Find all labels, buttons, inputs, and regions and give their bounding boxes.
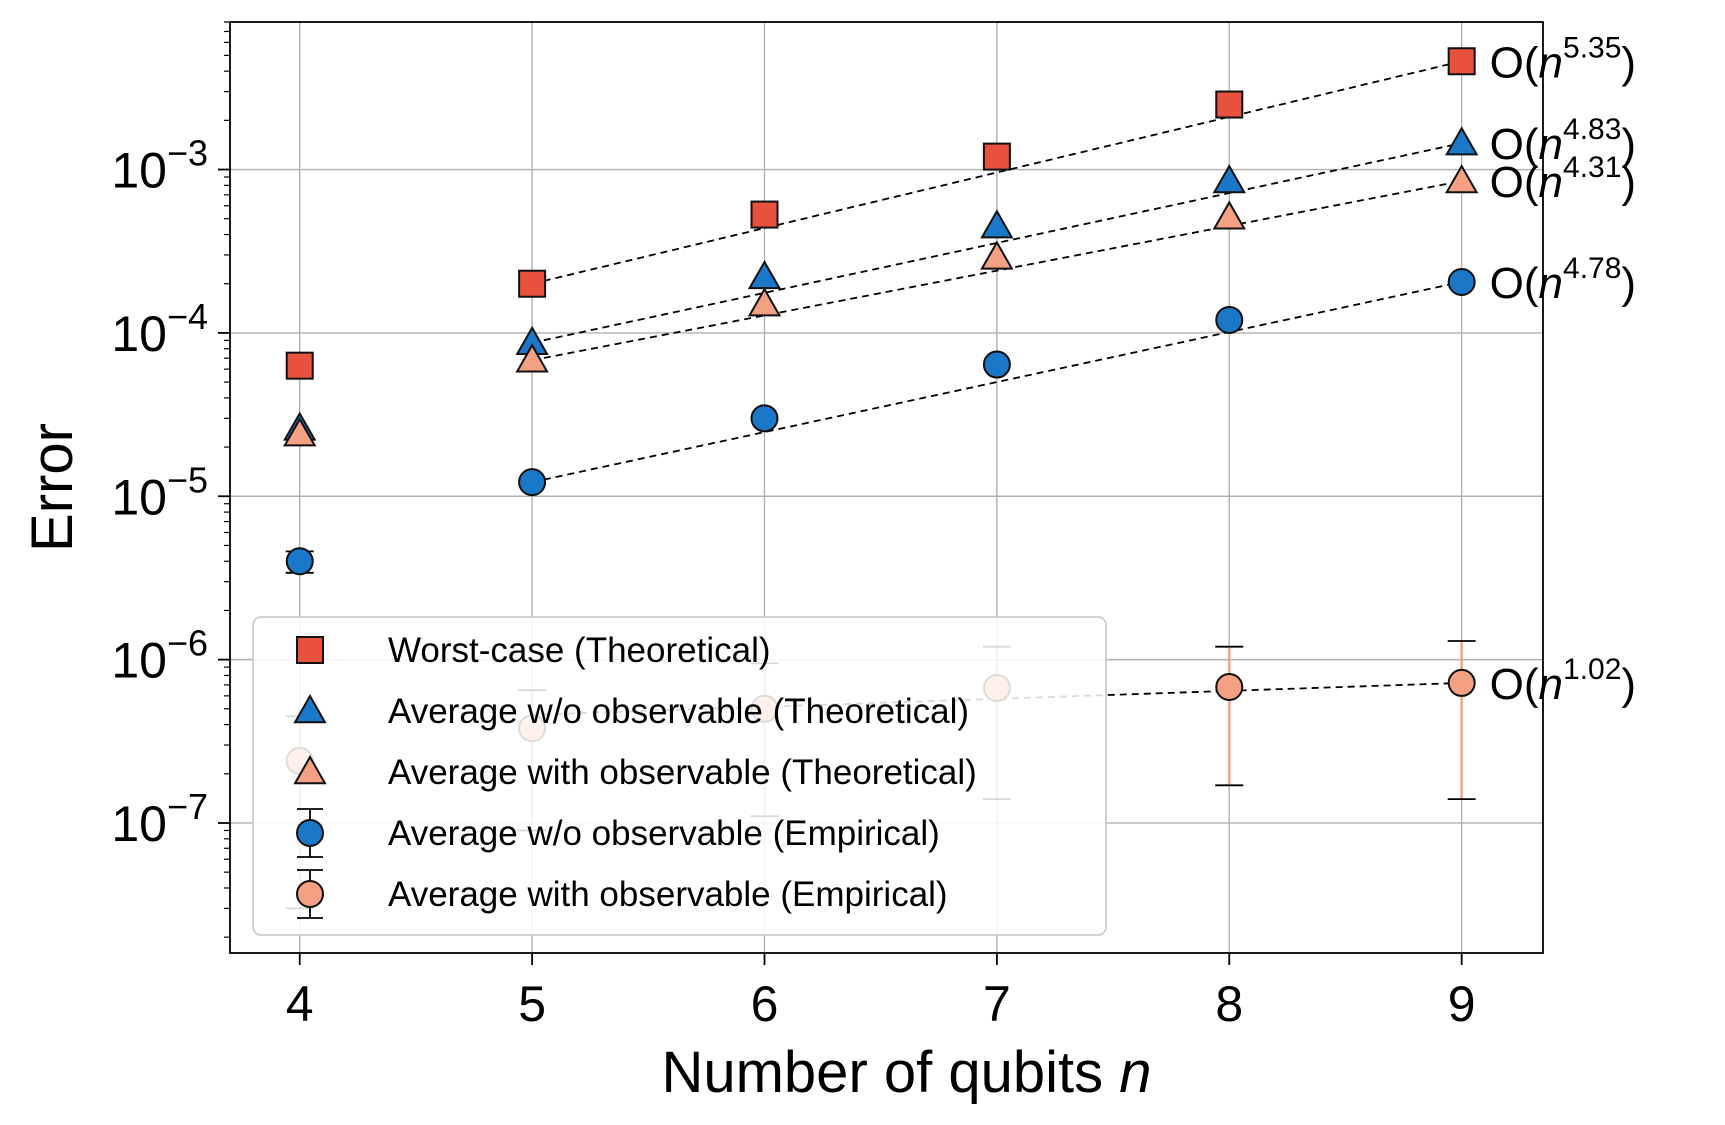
plot-frame (229, 21, 1544, 954)
square-marker (518, 269, 547, 298)
triangle-marker (980, 240, 1014, 270)
square-marker (750, 200, 779, 229)
y-tick-label: 10−6 (111, 623, 208, 689)
x-axis-title: Number of qubits n (661, 1040, 1151, 1105)
y-tick-label: 10−4 (111, 296, 208, 362)
triangle-marker (515, 343, 549, 373)
slope-label: O(n4.31) (1490, 151, 1636, 207)
triangle-marker (1444, 126, 1479, 156)
circle-marker (1215, 672, 1244, 701)
y-axis-title: Error (20, 423, 85, 552)
fit-line (531, 180, 1462, 362)
y-tick-label: 10−3 (111, 133, 208, 199)
triangle-marker (293, 694, 327, 724)
slope-label: O(n5.35) (1490, 31, 1636, 87)
circle-marker (1447, 267, 1476, 296)
y-tick-label: 10−5 (111, 459, 208, 525)
square-marker (285, 351, 314, 380)
x-tick-label: 6 (751, 976, 779, 1032)
x-tick-label: 5 (518, 976, 546, 1032)
triangle-marker (1444, 164, 1479, 194)
x-tick-label: 9 (1448, 976, 1476, 1032)
x-tick-label: 4 (286, 976, 314, 1032)
legend-label: Average w/o observable (Theoretical) (388, 692, 969, 731)
legend-label: Average with observable (Theoretical) (388, 753, 977, 792)
legend-box (252, 616, 1107, 936)
triangle-marker (283, 417, 317, 447)
legend-label: Average with observable (Empirical) (388, 875, 948, 914)
slope-label: O(n4.78) (1490, 252, 1636, 308)
axis-ticks (218, 21, 1463, 965)
legend-label: Worst-case (Theoretical) (388, 631, 771, 670)
fit-lines (531, 60, 1462, 716)
triangle-marker (747, 287, 782, 317)
circle-marker (518, 468, 547, 497)
slope-label: O(n4.83) (1490, 113, 1636, 169)
triangle-marker (1212, 200, 1246, 230)
triangle-marker (293, 755, 327, 785)
fit-line (531, 142, 1462, 344)
circle-marker (1447, 668, 1476, 697)
legend: Worst-case (Theoretical) Average w/o obse… (252, 616, 1107, 936)
axis-labels: 4 5 6 7 8 9 10−7 10−6 10−5 10−4 10−3 Number of qubi… (20, 133, 1476, 1105)
square-marker (1215, 90, 1244, 119)
slope-label: O(n1.02) (1490, 653, 1636, 709)
circle-marker (982, 350, 1011, 379)
y-tick-label: 10−7 (111, 786, 208, 852)
x-tick-label: 7 (983, 976, 1011, 1032)
x-tick-label: 8 (1215, 976, 1243, 1032)
circle-marker (296, 819, 324, 847)
legend-label: Average w/o observable (Empirical) (388, 814, 940, 853)
circle-marker (750, 404, 779, 433)
slope-labels: O(n5.35) O(n4.83)O(n4.31) O(n4.78) O(n1.02) (1490, 31, 1636, 709)
triangle-marker (1212, 164, 1246, 194)
fit-line (531, 281, 1462, 484)
circle-marker (285, 547, 314, 576)
fit-line (531, 60, 1462, 285)
circle-marker (1215, 305, 1244, 334)
square-marker (296, 636, 324, 664)
circle-marker (296, 880, 324, 908)
square-marker (1447, 47, 1476, 76)
square-marker (982, 142, 1011, 171)
triangle-marker (980, 209, 1014, 239)
